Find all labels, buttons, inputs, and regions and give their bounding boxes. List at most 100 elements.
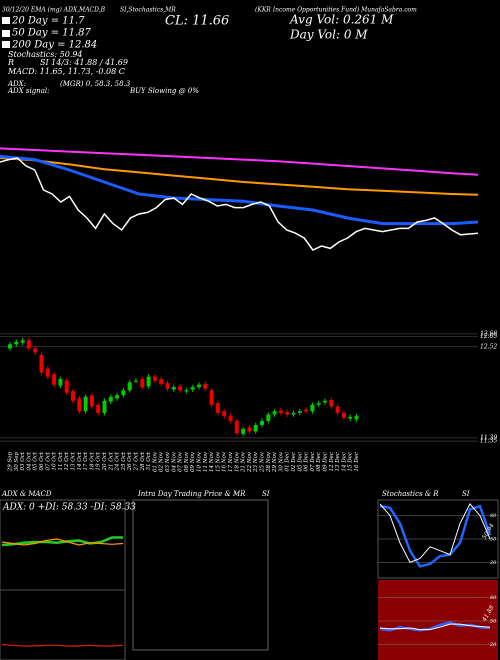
- header-text: R: [7, 58, 14, 67]
- candle-body: [89, 395, 94, 407]
- candle-body: [171, 387, 176, 390]
- candle-body: [234, 420, 239, 434]
- y-tick-label: 11.35: [480, 438, 497, 445]
- candle-body: [8, 344, 12, 349]
- ma-line: [0, 154, 479, 226]
- x-tick-label: 01 Nov: [152, 451, 158, 472]
- x-tick-label: 26 Oct: [127, 451, 133, 471]
- candle-body: [222, 411, 227, 417]
- mr-panel: [378, 580, 498, 660]
- x-tick-label: 06 Dec: [304, 452, 310, 472]
- header-text: BUY Slowing @ 0%: [129, 87, 199, 95]
- x-tick-label: 12 Dec: [329, 452, 335, 472]
- header-text: Stochastics: 50.94: [8, 50, 83, 59]
- candle-body: [241, 429, 246, 434]
- y-tick-label: 11.39: [480, 434, 497, 441]
- panel-subtitle: ADX: 0 +DI: 58.33 -DI: 58.33: [2, 503, 136, 513]
- candle-body: [247, 427, 252, 432]
- candle-body: [341, 412, 346, 418]
- indicator-line: [1, 536, 123, 547]
- x-tick-label: 28 Nov: [266, 451, 272, 473]
- candle-body: [64, 380, 69, 393]
- indicator-line: [1, 538, 124, 546]
- x-tick-label: 29 Nov: [272, 451, 278, 473]
- x-tick-label: 03 Nov: [165, 451, 171, 472]
- x-tick-label: 10 Nov: [197, 451, 203, 472]
- x-tick-label: 02 Nov: [159, 451, 165, 472]
- x-tick-label: 08 Dec: [316, 452, 322, 472]
- x-tick-label: 12 Oct: [64, 451, 70, 470]
- candle-body: [215, 403, 220, 413]
- x-tick-label: 13 Oct: [71, 451, 77, 470]
- header-text: Avg Vol: 0.261 M: [289, 13, 394, 27]
- ma-line: [0, 157, 479, 196]
- candle-body: [52, 374, 57, 385]
- x-tick-label: 03 Oct: [20, 451, 26, 470]
- x-tick-label: 21 Oct: [108, 451, 114, 471]
- x-tick-label: 22 Nov: [247, 451, 253, 473]
- candle-body: [152, 376, 157, 381]
- candle-body: [316, 403, 321, 405]
- candle-body: [121, 390, 126, 396]
- x-tick-label: 16 Dec: [354, 452, 360, 472]
- candle-body: [184, 390, 189, 392]
- y-tick-label: 12.68: [480, 330, 497, 337]
- x-tick-label: 31 Oct: [146, 451, 152, 470]
- candle-body: [304, 409, 309, 412]
- candle-body: [278, 410, 283, 413]
- x-tick-label: 07 Dec: [310, 452, 316, 472]
- candle-body: [354, 416, 359, 420]
- x-tick-label: 08 Nov: [184, 451, 190, 472]
- x-tick-label: 30 Nov: [278, 451, 284, 472]
- panel-title: ADX & MACD: [1, 490, 52, 498]
- candle-body: [26, 340, 31, 349]
- candle-body: [260, 420, 264, 425]
- x-tick-label: 23 Nov: [253, 451, 259, 473]
- ma-line: [0, 147, 479, 176]
- x-tick-label: 16 Nov: [222, 451, 228, 472]
- candle-body: [329, 400, 334, 407]
- header-text: 200 Day = 12.84: [11, 40, 97, 51]
- x-tick-label: 14 Oct: [77, 451, 83, 470]
- candle-body: [20, 340, 25, 343]
- candle-body: [165, 383, 170, 389]
- x-tick-label: 14 Nov: [209, 451, 215, 472]
- header-text: 20 Day = 11.7: [11, 16, 85, 27]
- y-tick-label: 50: [490, 537, 497, 543]
- x-tick-label: 28 Oct: [140, 451, 146, 471]
- candle-body: [102, 400, 107, 413]
- legend-swatch: [2, 41, 10, 48]
- header-text: MACD: 11.65, 11.73, -0.08 C: [7, 67, 125, 76]
- stoch-line: [379, 623, 491, 631]
- candle-body: [178, 386, 183, 391]
- x-tick-label: 15 Dec: [348, 452, 354, 472]
- candle-body: [71, 391, 75, 401]
- candle-body: [291, 412, 296, 415]
- x-tick-label: 29 Sep: [8, 452, 14, 473]
- close-line: [0, 157, 479, 251]
- candle-body: [83, 396, 88, 412]
- header-text: SI 14/3: 41.88 / 41.69: [40, 58, 128, 67]
- candle-body: [33, 348, 38, 353]
- header-text: ADX:: [7, 80, 26, 88]
- x-tick-label: 09 Dec: [323, 452, 329, 472]
- candle-body: [323, 400, 327, 403]
- y-tick-label: 20: [489, 560, 497, 566]
- candle-body: [348, 416, 353, 419]
- x-tick-label: 13 Dec: [335, 452, 341, 472]
- candle-body: [253, 425, 258, 432]
- x-tick-label: 11 Nov: [203, 451, 209, 472]
- x-tick-label: 10 Oct: [52, 451, 58, 470]
- x-tick-label: 30 Sep: [14, 452, 20, 472]
- candle-body: [297, 411, 302, 413]
- x-tick-label: 05 Oct: [33, 451, 39, 470]
- candle-body: [310, 404, 315, 412]
- x-tick-label: 09 Nov: [190, 451, 196, 472]
- x-tick-label: 18 Oct: [89, 451, 95, 470]
- panel-title: Intra Day Trading Price & MR: [137, 490, 246, 498]
- header-text: 30/12/20 EMA (mg) ADX,MACD,B: [2, 7, 106, 14]
- candle-body: [209, 390, 214, 405]
- adx-panel: [0, 499, 126, 660]
